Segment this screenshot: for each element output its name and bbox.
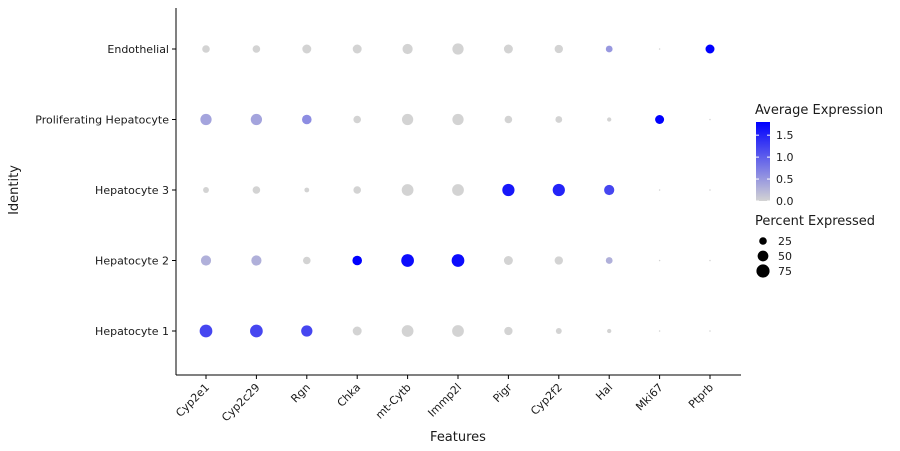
dot-hepatocyte-1-cyp2c29: [250, 324, 263, 338]
size-legend-dot: [759, 237, 767, 245]
dot-hepatocyte-1-ptprb: [709, 330, 711, 332]
dot-proliferating-hepatocyte-pigr: [504, 115, 513, 124]
dot-endothelial-cyp2f2: [554, 44, 563, 54]
size-legend-label: 75: [778, 265, 792, 278]
dot-hepatocyte-3-cyp2e1: [203, 187, 209, 193]
dot-proliferating-hepatocyte-cyp2c29: [250, 113, 263, 126]
dot-endothelial-ptprb: [705, 44, 715, 54]
size-legend-label: 50: [778, 250, 792, 263]
dot-proliferating-hepatocyte-chka: [353, 115, 362, 124]
dot-hepatocyte-2-mki67: [658, 259, 661, 262]
dot-hepatocyte-2-hal: [605, 257, 613, 264]
color-legend-ticks: 1.5 1.0 0.5 0.0: [756, 129, 794, 208]
dot-hepatocyte-1-mki67: [658, 330, 661, 332]
size-legend-label: 25: [778, 235, 792, 248]
dot-proliferating-hepatocyte-rgn: [301, 114, 312, 125]
dot-hepatocyte-1-pigr: [504, 326, 513, 336]
dot-hepatocyte-3-cyp2f2: [552, 183, 565, 197]
dot-hepatocyte-2-immp2l: [451, 254, 465, 267]
color-tick-label: 1.5: [776, 129, 794, 142]
color-tick-label: 0.0: [776, 195, 794, 208]
y-tick-labels: Hepatocyte 1 Hepatocyte 2 Hepatocyte 3 Prol…: [35, 43, 176, 338]
dot-endothelial-mki67: [658, 48, 661, 50]
size-legend: Percent Expressed 25 50 75: [755, 214, 875, 278]
dot-hepatocyte-2-cyp2c29: [251, 255, 262, 266]
size-legend-items: 25 50 75: [756, 235, 792, 278]
size-legend-dot: [757, 250, 769, 262]
size-legend-title: Percent Expressed: [755, 214, 875, 229]
dot-proliferating-hepatocyte-mki67: [655, 115, 665, 124]
dot-hepatocyte-1-cyp2e1: [199, 324, 213, 338]
dot-hepatocyte-3-rgn: [304, 187, 310, 193]
dot-hepatocyte-1-rgn: [301, 325, 313, 337]
color-legend-title: Average Expression: [755, 103, 883, 118]
dot-proliferating-hepatocyte-cyp2e1: [200, 113, 212, 126]
dot-hepatocyte-1-hal: [607, 328, 612, 334]
color-tick-label: 1.0: [776, 151, 794, 164]
dot-hepatocyte-2-cyp2e1: [200, 255, 212, 266]
dot-endothelial-chka: [352, 44, 362, 54]
dot-endothelial-immp2l: [452, 43, 464, 55]
dot-hepatocyte-2-mt-cytb: [401, 254, 414, 267]
dot-hepatocyte-2-ptprb: [709, 259, 711, 262]
dot-layer: [199, 43, 715, 338]
dot-proliferating-hepatocyte-cyp2f2: [555, 116, 563, 123]
y-tick-label-hepatocyte-1: Hepatocyte 1: [95, 325, 169, 338]
dot-endothelial-hal: [605, 45, 613, 53]
dot-endothelial-mt-cytb: [402, 43, 413, 55]
y-tick-label-hepatocyte-3: Hepatocyte 3: [95, 184, 169, 197]
dot-hepatocyte-3-chka: [353, 186, 362, 194]
dot-endothelial-cyp2e1: [202, 45, 210, 53]
dot-proliferating-hepatocyte-immp2l: [452, 113, 464, 126]
dot-hepatocyte-3-hal: [604, 184, 615, 196]
dot-hepatocyte-3-mki67: [658, 189, 661, 191]
dot-hepatocyte-3-pigr: [502, 183, 515, 197]
dot-hepatocyte-1-mt-cytb: [401, 325, 414, 337]
dot-hepatocyte-2-pigr: [503, 256, 513, 265]
dot-hepatocyte-2-rgn: [303, 256, 311, 265]
dot-hepatocyte-3-ptprb: [709, 189, 711, 191]
dot-hepatocyte-1-cyp2f2: [555, 328, 562, 334]
x-axis-title: Features: [430, 430, 486, 445]
color-legend: Average Expression 1.5 1.0 0.5 0.0: [755, 103, 883, 208]
dot-endothelial-pigr: [503, 44, 513, 54]
dot-proliferating-hepatocyte-hal: [607, 117, 612, 122]
dot-hepatocyte-1-chka: [352, 326, 362, 336]
dot-endothelial-rgn: [302, 44, 312, 54]
color-legend-bar: [756, 122, 770, 201]
y-axis-title: Identity: [7, 165, 22, 215]
dot-hepatocyte-1-immp2l: [452, 325, 464, 337]
dot-hepatocyte-3-cyp2c29: [252, 186, 261, 194]
y-tick-label-endothelial: Endothelial: [107, 43, 169, 56]
y-tick-label-proliferating-hepatocyte: Proliferating Hepatocyte: [35, 114, 169, 127]
dot-proliferating-hepatocyte-mt-cytb: [401, 113, 414, 126]
dot-hepatocyte-2-cyp2f2: [554, 256, 563, 265]
dot-hepatocyte-3-mt-cytb: [401, 184, 414, 196]
dot-endothelial-cyp2c29: [252, 45, 261, 53]
y-tick-label-hepatocyte-2: Hepatocyte 2: [95, 255, 169, 268]
dot-proliferating-hepatocyte-ptprb: [709, 118, 711, 121]
color-tick-label: 0.5: [776, 173, 794, 186]
size-legend-dot: [756, 264, 770, 278]
dot-hepatocyte-3-immp2l: [452, 184, 464, 196]
dot-hepatocyte-2-chka: [352, 255, 363, 266]
